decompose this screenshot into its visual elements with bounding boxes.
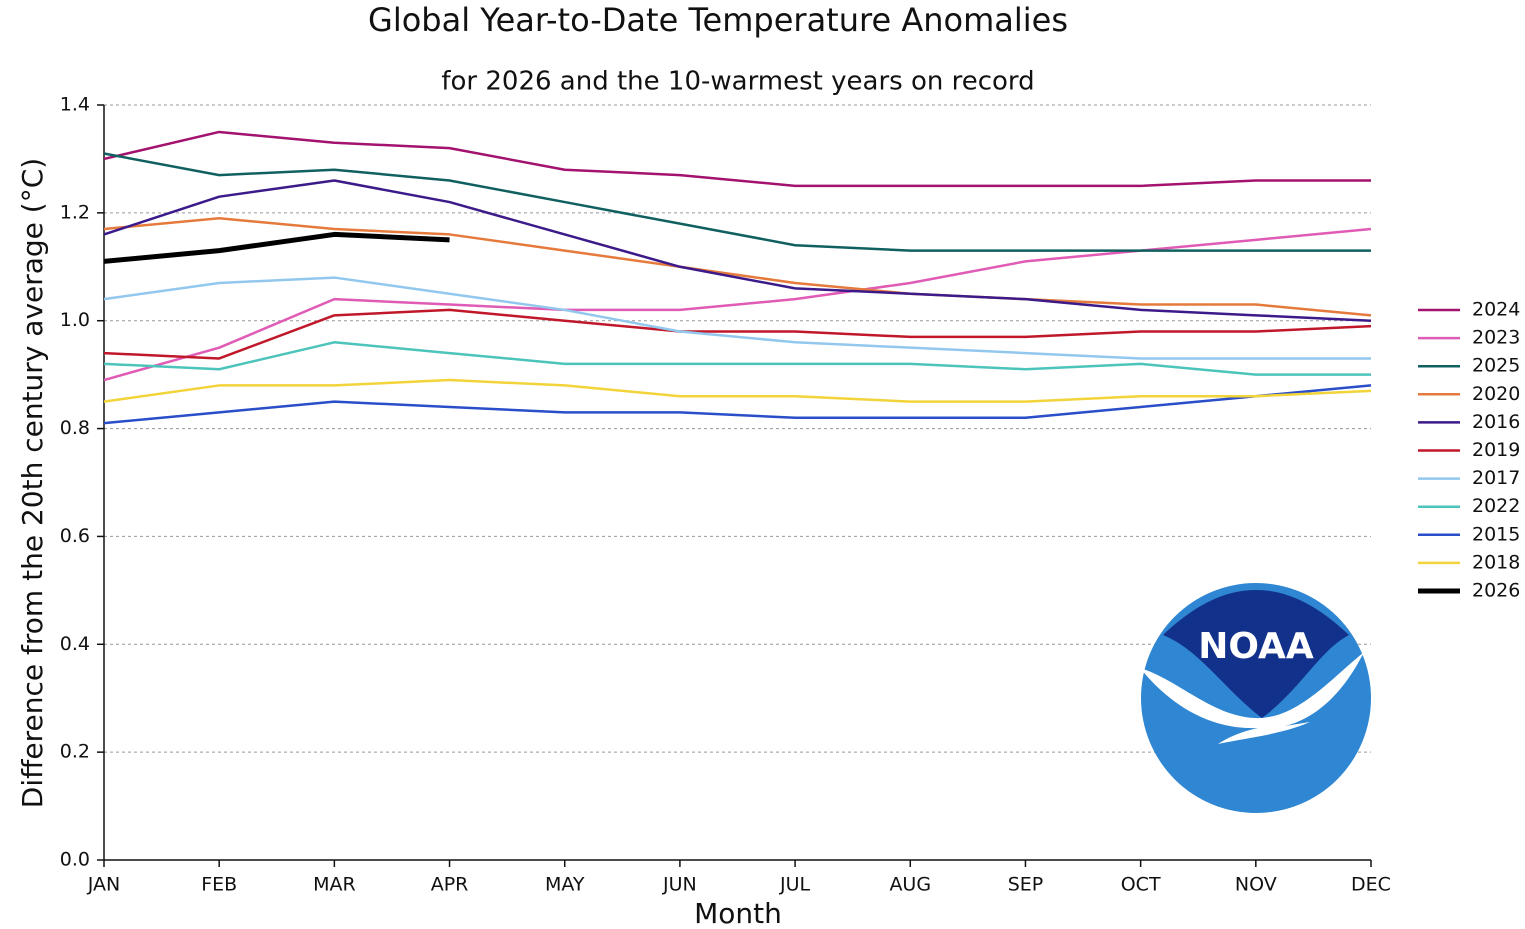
y-axis-label: Difference from the 20th century average… [16, 158, 49, 808]
series-line [103, 152, 1371, 252]
legend-label: 2018 [1472, 551, 1520, 573]
y-tick-label: 1.2 [60, 201, 90, 223]
legend-label: 2020 [1472, 383, 1520, 405]
series-line [103, 130, 1371, 188]
x-tick-label: MAR [313, 874, 356, 896]
series-line [103, 341, 1371, 376]
series-line [103, 276, 1371, 360]
legend-label: 2019 [1472, 439, 1520, 461]
x-tick-label: SEP [1008, 874, 1044, 896]
x-tick-label: FEB [201, 874, 237, 896]
y-tick-label: 0.0 [60, 849, 90, 871]
logo-bird [1140, 652, 1364, 744]
x-tick-label: APR [431, 874, 469, 896]
series-line [103, 384, 1372, 425]
legend-label: 2016 [1472, 411, 1520, 433]
legend-label: 2025 [1472, 355, 1520, 377]
chart-title: Global Year-to-Date Temperature Anomalie… [368, 1, 1068, 39]
x-axis-label: Month [694, 897, 782, 929]
legend-label: 2024 [1472, 299, 1520, 321]
series-line [103, 227, 1372, 382]
x-tick-label: MAY [545, 874, 585, 896]
chart-subtitle: for 2026 and the 10-warmest years on rec… [441, 67, 1034, 97]
logo-top [1163, 590, 1349, 718]
x-tick-label: NOV [1235, 874, 1277, 896]
logo-text: NOAA [1198, 626, 1314, 667]
series-line [103, 231, 450, 264]
legend-label: 2022 [1472, 495, 1520, 517]
x-tick-label: DEC [1351, 874, 1391, 896]
y-tick-label: 0.8 [60, 417, 90, 439]
y-tick-label: 1.0 [60, 309, 90, 331]
legend-label: 2017 [1472, 467, 1520, 489]
series-line [103, 378, 1372, 403]
x-tick-label: JUN [662, 874, 697, 896]
noaa-logo: NOAA [1140, 583, 1371, 813]
y-tick-label: 0.6 [60, 525, 90, 547]
legend-label: 2026 [1472, 580, 1520, 602]
y-tick-label: 0.2 [60, 741, 90, 763]
x-tick-label: JUL [779, 874, 811, 896]
legend-label: 2023 [1472, 327, 1520, 349]
legend-label: 2015 [1472, 523, 1520, 545]
y-tick-label: 1.4 [60, 94, 90, 116]
x-tick-label: OCT [1121, 874, 1161, 896]
x-tick-label: JAN [87, 874, 120, 896]
series-line [103, 179, 1372, 322]
series-line [103, 308, 1372, 360]
x-tick-label: AUG [889, 874, 931, 896]
y-tick-label: 0.4 [60, 633, 90, 655]
series-line [103, 217, 1372, 317]
